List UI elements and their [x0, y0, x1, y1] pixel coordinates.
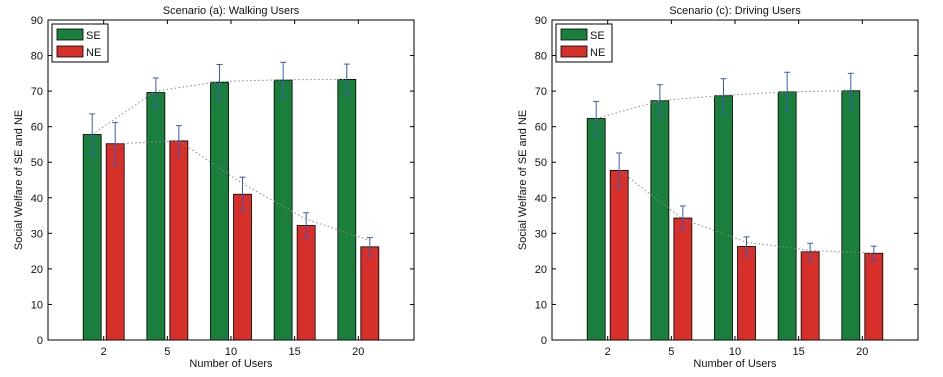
y-tick-label: 20: [535, 264, 547, 276]
x-tick-label: 20: [352, 346, 364, 358]
y-tick-label: 50: [31, 157, 43, 169]
x-tick-label: 20: [856, 346, 868, 358]
y-tick-label: 60: [31, 122, 43, 134]
bar-ne-5: [673, 217, 693, 341]
y-tick-label: 40: [31, 193, 43, 205]
legend-label-ne: NE: [86, 47, 101, 59]
y-tick-label: 90: [31, 15, 43, 27]
x-axis-label: Number of Users: [693, 358, 777, 370]
y-tick-label: 70: [31, 86, 43, 98]
x-tick-label: 2: [605, 346, 611, 358]
y-tick-label: 30: [31, 228, 43, 240]
x-tick-label: 15: [289, 346, 301, 358]
chart-title: Scenario (c): Driving Users: [669, 5, 801, 17]
x-tick-label: 15: [793, 346, 805, 358]
bar-se-5: [650, 100, 670, 341]
legend-label-se: SE: [590, 30, 605, 42]
y-tick-label: 10: [31, 299, 43, 311]
x-tick-label: 10: [225, 346, 237, 358]
y-tick-label: 40: [535, 193, 547, 205]
x-tick-label: 5: [164, 346, 170, 358]
y-tick-label: 60: [535, 122, 547, 134]
bar-se-15: [777, 91, 797, 341]
legend-swatch-ne: [560, 45, 588, 58]
bar-ne-15: [800, 251, 820, 341]
x-axis-label: Number of Users: [189, 358, 273, 370]
bar-se-2: [586, 118, 606, 341]
x-tick-label: 2: [101, 346, 107, 358]
trend-line-ne: [618, 170, 874, 254]
legend-swatch-ne: [56, 45, 84, 58]
legend-label-se: SE: [86, 30, 101, 42]
x-tick-label: 5: [668, 346, 674, 358]
y-tick-label: 10: [535, 299, 547, 311]
bar-ne-20: [864, 252, 884, 341]
legend-label-ne: NE: [590, 47, 605, 59]
y-tick-label: 50: [535, 157, 547, 169]
y-tick-label: 30: [535, 228, 547, 240]
bar-se-20: [841, 90, 861, 341]
y-tick-label: 0: [37, 335, 43, 347]
bar-se-10: [714, 95, 733, 341]
y-axis-label: Social Welfare of SE and NE: [517, 110, 529, 250]
chart-title: Scenario (a): Walking Users: [163, 5, 300, 17]
bar-ne-2: [609, 169, 629, 341]
bar-ne-10: [737, 246, 756, 341]
y-tick-label: 90: [535, 15, 547, 27]
y-tick-label: 0: [541, 335, 547, 347]
legend-swatch-se: [56, 28, 84, 41]
legend-swatch-se: [560, 28, 588, 41]
y-tick-label: 80: [31, 51, 43, 63]
trend-line-se: [596, 90, 851, 119]
y-axis-label: Social Welfare of SE and NE: [13, 110, 25, 250]
x-tick-label: 10: [729, 346, 741, 358]
y-tick-label: 70: [535, 86, 547, 98]
y-tick-label: 20: [31, 264, 43, 276]
y-tick-label: 80: [535, 51, 547, 63]
plot-area-frame: [551, 19, 919, 341]
